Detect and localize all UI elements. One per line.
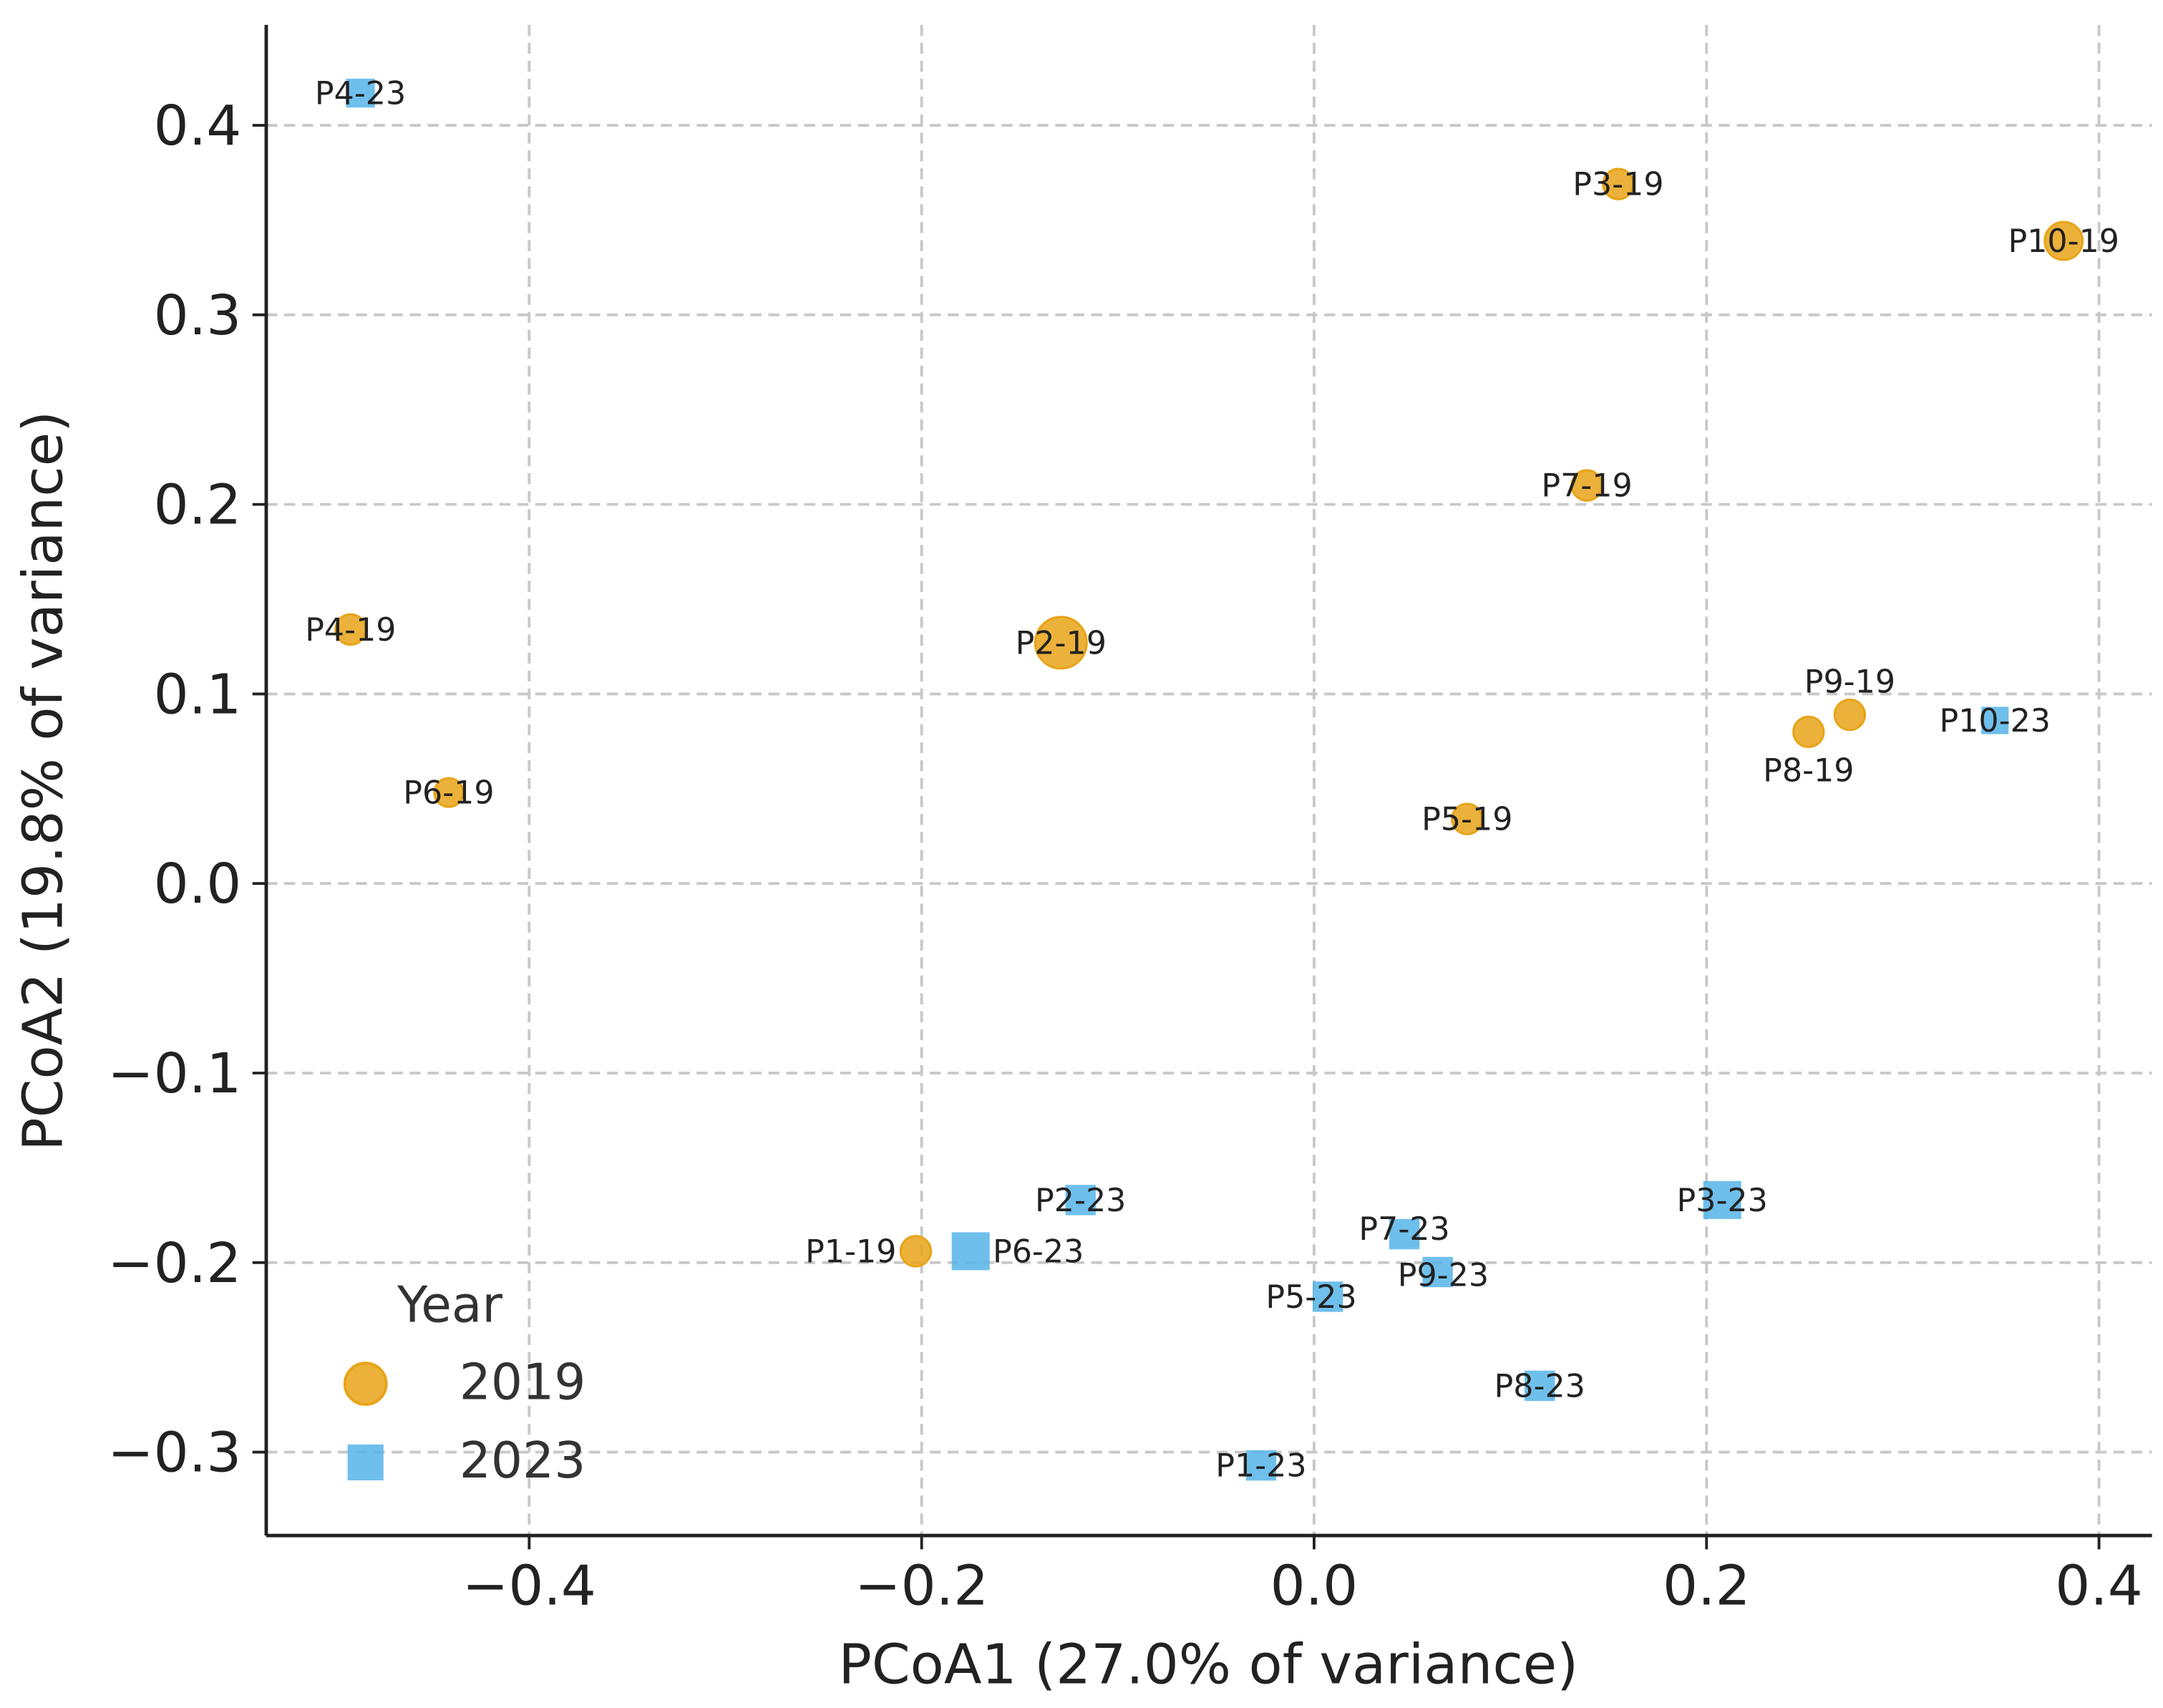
- y-tick-label: −0.3: [107, 1421, 241, 1485]
- legend-label-2019: 2019: [460, 1354, 586, 1411]
- axes: [264, 24, 2152, 1538]
- x-tick-label: −0.2: [855, 1553, 988, 1618]
- legend-marker-2019: [343, 1362, 388, 1406]
- point-label-P3-23: P3-23: [1677, 1183, 1768, 1219]
- point-P7-23: [1389, 1218, 1420, 1250]
- y-tick-label: −0.2: [107, 1231, 241, 1296]
- point-label-P4-23: P4-23: [315, 75, 406, 112]
- legend-marker-2023: [347, 1444, 384, 1480]
- y-tick-label: 0.2: [154, 473, 242, 538]
- y-tick-label: 0.1: [154, 662, 242, 727]
- point-label-P7-19: P7-19: [1541, 468, 1632, 505]
- point-P9-19: [1833, 698, 1867, 732]
- point-P2-23: [1065, 1185, 1096, 1216]
- point-label-P5-23: P5-23: [1265, 1279, 1356, 1316]
- y-tick-label: 0.4: [154, 94, 242, 158]
- legend-title: Year: [397, 1276, 502, 1334]
- point-P5-19: [1451, 802, 1484, 835]
- y-tick-label: 0.0: [154, 852, 242, 916]
- x-tick-label: 0.4: [2055, 1553, 2143, 1618]
- point-label-P4-19: P4-19: [305, 612, 396, 649]
- point-label-P2-23: P2-23: [1035, 1183, 1126, 1219]
- point-label-P1-23: P1-23: [1215, 1448, 1306, 1485]
- x-tick-label: −0.4: [462, 1553, 596, 1618]
- point-label-P1-19: P1-19: [805, 1233, 896, 1270]
- point-P10-19: [2043, 220, 2084, 261]
- legend-label-2023: 2023: [460, 1432, 586, 1490]
- point-P6-19: [433, 777, 465, 808]
- point-P1-19: [899, 1235, 933, 1268]
- point-label-P7-23: P7-23: [1358, 1211, 1449, 1248]
- point-P9-23: [1422, 1256, 1453, 1288]
- legend: Year 2019 2023: [343, 1276, 586, 1490]
- ticks: −0.4 −0.2 0.0 0.2 0.4 −0.3 −0.2 −0.1 0.0 0.1 0.2 0.…: [107, 94, 2143, 1618]
- x-tick-label: 0.0: [1270, 1553, 1358, 1618]
- point-label-P9-23: P9-23: [1398, 1257, 1489, 1294]
- x-tick-label: 0.2: [1663, 1553, 1751, 1618]
- data-points: [334, 78, 2084, 1481]
- point-label-P6-23: P6-23: [993, 1233, 1084, 1270]
- point-label-P5-19: P5-19: [1421, 802, 1512, 838]
- point-label-P8-23: P8-23: [1494, 1368, 1585, 1404]
- point-P6-23: [951, 1232, 990, 1271]
- point-labels: P1-19 P2-19 P3-19 P4-19 P5-19 P6-19 P7-19 P8-19…: [305, 75, 2119, 1484]
- point-P8-23: [1525, 1370, 1555, 1402]
- point-P4-19: [334, 613, 367, 646]
- point-P5-23: [1312, 1281, 1343, 1312]
- point-P1-23: [1245, 1450, 1277, 1481]
- point-label-P10-23: P10-23: [1940, 703, 2051, 739]
- x-axis-label: PCoA1 (27.0% of variance): [838, 1632, 1578, 1697]
- y-tick-label: 0.3: [154, 283, 242, 348]
- point-P7-19: [1570, 469, 1603, 502]
- point-P3-23: [1703, 1180, 1741, 1219]
- point-label-P2-19: P2-19: [1016, 625, 1107, 661]
- point-P8-19: [1792, 715, 1825, 749]
- point-label-P6-19: P6-19: [403, 775, 494, 812]
- point-P4-23: [346, 78, 375, 108]
- point-label-P10-19: P10-19: [2008, 223, 2119, 260]
- point-label-P9-19: P9-19: [1804, 664, 1895, 701]
- point-label-P3-19: P3-19: [1573, 167, 1663, 203]
- grid-lines: [266, 24, 2152, 1536]
- point-P2-19: [1034, 616, 1088, 670]
- point-P3-19: [1602, 168, 1635, 200]
- point-label-P8-19: P8-19: [1763, 753, 1854, 790]
- y-axis-label: PCoA2 (19.8% of variance): [11, 411, 76, 1151]
- point-P10-23: [1981, 707, 2009, 734]
- y-tick-label: −0.1: [107, 1042, 241, 1106]
